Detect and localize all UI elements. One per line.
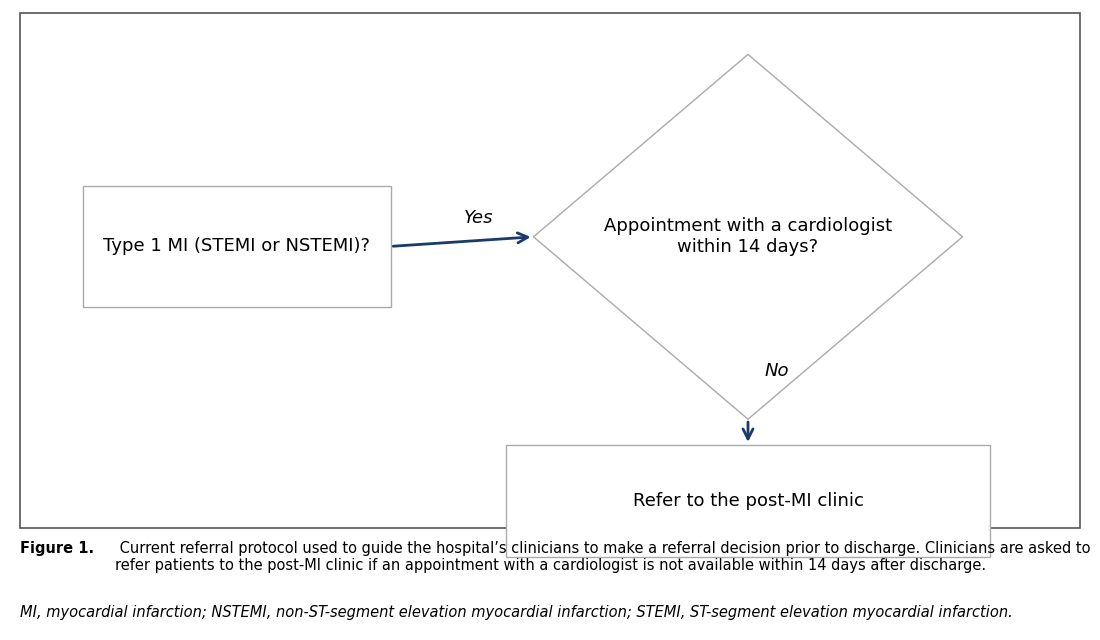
Text: Figure 1.: Figure 1. [20, 541, 94, 556]
Bar [20, 13, 1080, 528]
Text: Refer to the post-MI clinic: Refer to the post-MI clinic [632, 492, 864, 510]
Bar [506, 445, 990, 557]
Text: Yes: Yes [464, 209, 493, 227]
Bar [82, 186, 390, 307]
Text: No: No [764, 362, 789, 380]
Text: MI, myocardial infarction; NSTEMI, non-ST-segment elevation myocardial infarctio: MI, myocardial infarction; NSTEMI, non-S… [20, 605, 1012, 620]
Text: Appointment with a cardiologist
within 14 days?: Appointment with a cardiologist within 1… [604, 218, 892, 256]
Text: Current referral protocol used to guide the hospital’s clinicians to make a refe: Current referral protocol used to guide … [116, 541, 1091, 573]
Polygon shape [534, 54, 962, 419]
Text: Type 1 MI (STEMI or NSTEMI)?: Type 1 MI (STEMI or NSTEMI)? [103, 237, 370, 255]
